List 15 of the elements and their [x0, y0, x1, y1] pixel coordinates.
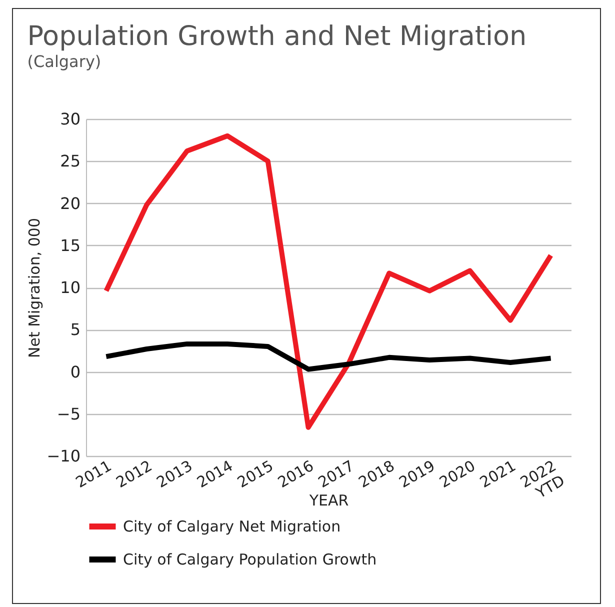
y-tick-label: 20 [60, 194, 80, 213]
y-tick-label: 25 [60, 152, 80, 171]
y-axis-title: Net Migration, 000 [26, 218, 44, 358]
y-tick-label: −10 [46, 446, 80, 466]
y-tick-label: 5 [70, 320, 80, 340]
chart-title: Population Growth and Net Migration [27, 21, 527, 52]
y-tick-label: 30 [60, 110, 80, 128]
y-tick-label: −5 [56, 404, 80, 424]
y-tick-label: 15 [60, 236, 80, 255]
x-axis-title: YEAR [308, 491, 349, 510]
chart-subtitle: (Calgary) [27, 52, 102, 71]
legend-label: City of Calgary Net Migration [123, 518, 341, 536]
y-tick-label: 0 [70, 362, 80, 382]
legend-label: City of Calgary Population Growth [123, 550, 377, 568]
y-tick-label: 10 [60, 278, 80, 297]
